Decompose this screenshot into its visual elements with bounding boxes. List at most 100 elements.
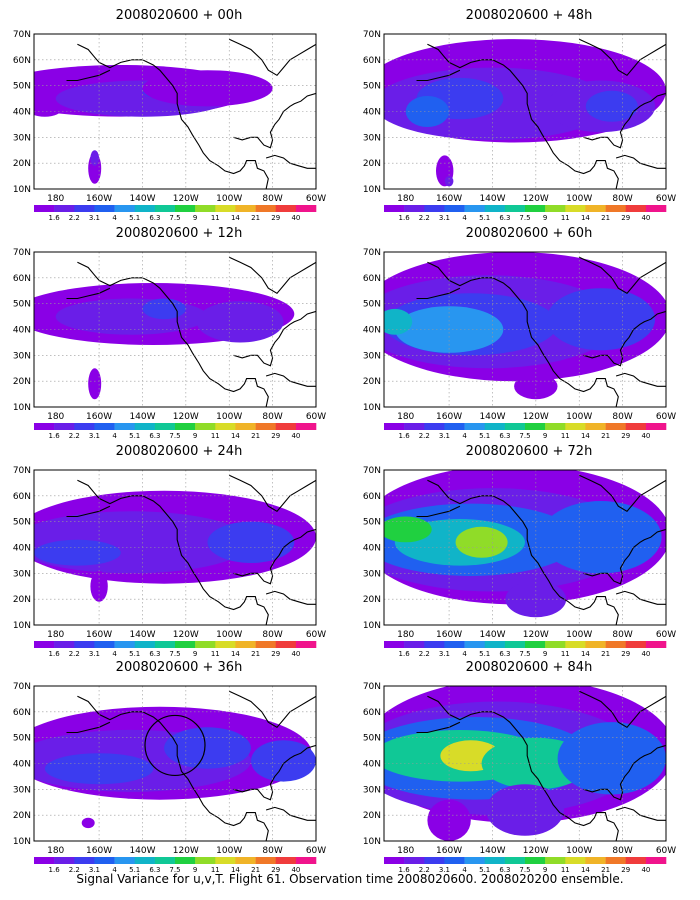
lat-tick-label: 70N <box>363 248 381 258</box>
colorbar-label: 40 <box>291 214 300 222</box>
lat-tick-label: 30N <box>363 569 381 579</box>
colorbar-label: 40 <box>641 214 650 222</box>
coastline <box>228 474 316 513</box>
colorbar-label: 11 <box>211 432 220 440</box>
colorbar-label: 29 <box>271 650 280 658</box>
lat-tick-label: 10N <box>13 185 31 195</box>
colorbar-label: 5.1 <box>129 650 140 658</box>
variance-field <box>384 470 666 625</box>
lat-tick-label: 50N <box>13 734 31 744</box>
variance-contour <box>142 70 273 107</box>
colorbar-swatch <box>235 423 256 430</box>
lon-tick-label: 160W <box>86 846 112 856</box>
coastline <box>77 261 269 407</box>
colorbar-label: 3.1 <box>439 432 450 440</box>
colorbar-swatch <box>175 205 196 212</box>
variance-contour <box>44 753 154 785</box>
colorbar-swatch <box>585 205 606 212</box>
coastline <box>66 505 111 518</box>
variance-contour <box>81 817 95 829</box>
colorbar-label: 40 <box>641 650 650 658</box>
variance-contour <box>546 288 656 351</box>
variance-contour <box>384 516 432 543</box>
colorbar-swatch <box>625 205 647 212</box>
colorbar-label: 14 <box>231 432 240 440</box>
lat-tick-label: 10N <box>363 621 381 631</box>
colorbar-swatch <box>464 641 485 648</box>
lon-tick-label: 140W <box>129 194 155 204</box>
colorbar-label: 3.1 <box>89 650 100 658</box>
lon-tick-label: 180 <box>47 412 64 422</box>
lon-tick-label: 160W <box>86 630 112 640</box>
colorbar-label: 40 <box>641 866 650 874</box>
panel-title: 2008020600 + 48h <box>465 8 593 23</box>
colorbar-swatch <box>384 423 405 430</box>
colorbar-label: 9 <box>543 866 547 874</box>
colorbar-label: 4 <box>462 650 467 658</box>
colorbar-label: 29 <box>621 650 630 658</box>
lat-tick-label: 20N <box>13 159 31 169</box>
colorbar-swatch <box>295 205 317 212</box>
colorbar-label: 2.2 <box>69 866 80 874</box>
colorbar-swatch <box>464 857 485 864</box>
variance-contour <box>34 101 63 117</box>
lon-tick-label: 160W <box>86 412 112 422</box>
lon-tick-label: 60W <box>306 630 326 640</box>
variance-contour <box>384 308 413 335</box>
colorbar-label: 4 <box>462 866 467 874</box>
lon-tick-label: 100W <box>216 194 242 204</box>
lat-tick-label: 40N <box>13 544 31 554</box>
coastline <box>228 38 316 77</box>
colorbar-label: 5.1 <box>479 650 490 658</box>
coastline <box>427 43 619 189</box>
colorbar-label: 2.2 <box>419 650 430 658</box>
colorbar-swatch <box>464 423 485 430</box>
colorbar-swatch <box>545 857 566 864</box>
coastline <box>427 261 619 407</box>
colorbar-swatch <box>195 641 216 648</box>
colorbar-label: 4 <box>462 214 467 222</box>
lat-tick-label: 20N <box>363 377 381 387</box>
colorbar-label: 14 <box>231 650 240 658</box>
colorbar-swatch <box>404 423 425 430</box>
coastline <box>228 690 316 729</box>
colorbar-swatch <box>94 205 115 212</box>
lat-tick-label: 30N <box>363 785 381 795</box>
variance-contour <box>196 301 284 343</box>
lon-tick-label: 120W <box>173 630 199 640</box>
variance-field <box>384 38 666 189</box>
map-plot: 70N 60N 50N 40N 30N 20N 10N 180 160W 140W 120W 100W… <box>363 466 676 658</box>
colorbar-swatch <box>625 641 647 648</box>
lat-tick-label: 20N <box>13 811 31 821</box>
lat-tick-label: 30N <box>363 133 381 143</box>
colorbar-swatch <box>484 423 506 430</box>
colorbar-label: 5.1 <box>129 432 140 440</box>
colorbar-swatch <box>565 857 586 864</box>
coastline <box>578 474 666 513</box>
colorbar-swatch <box>34 857 55 864</box>
colorbar-swatch <box>275 857 297 864</box>
lon-tick-label: 80W <box>612 194 632 204</box>
variance-contour <box>540 501 662 574</box>
colorbar-label: 7.5 <box>169 866 180 874</box>
colorbar-swatch <box>275 205 297 212</box>
lat-tick-label: 20N <box>363 595 381 605</box>
lat-tick-label: 60N <box>363 56 381 66</box>
lon-tick-label: 160W <box>436 412 462 422</box>
lat-tick-label: 60N <box>363 708 381 718</box>
lon-tick-label: 140W <box>479 846 505 856</box>
lat-tick-label: 70N <box>13 466 31 476</box>
map-frame <box>383 33 667 190</box>
colorbar-swatch <box>585 423 606 430</box>
colorbar-swatch <box>255 205 276 212</box>
colorbar-label: 1.6 <box>399 650 411 658</box>
colorbar-swatch <box>195 205 216 212</box>
lat-tick-label: 60N <box>13 274 31 284</box>
panel-title: 2008020600 + 84h <box>465 660 593 675</box>
colorbar-swatch <box>525 857 546 864</box>
colorbar-swatch <box>134 857 156 864</box>
colorbar-swatch <box>295 641 317 648</box>
panel-title: 2008020600 + 24h <box>115 444 243 459</box>
lat-tick-label: 40N <box>13 108 31 118</box>
coastline <box>66 721 111 734</box>
